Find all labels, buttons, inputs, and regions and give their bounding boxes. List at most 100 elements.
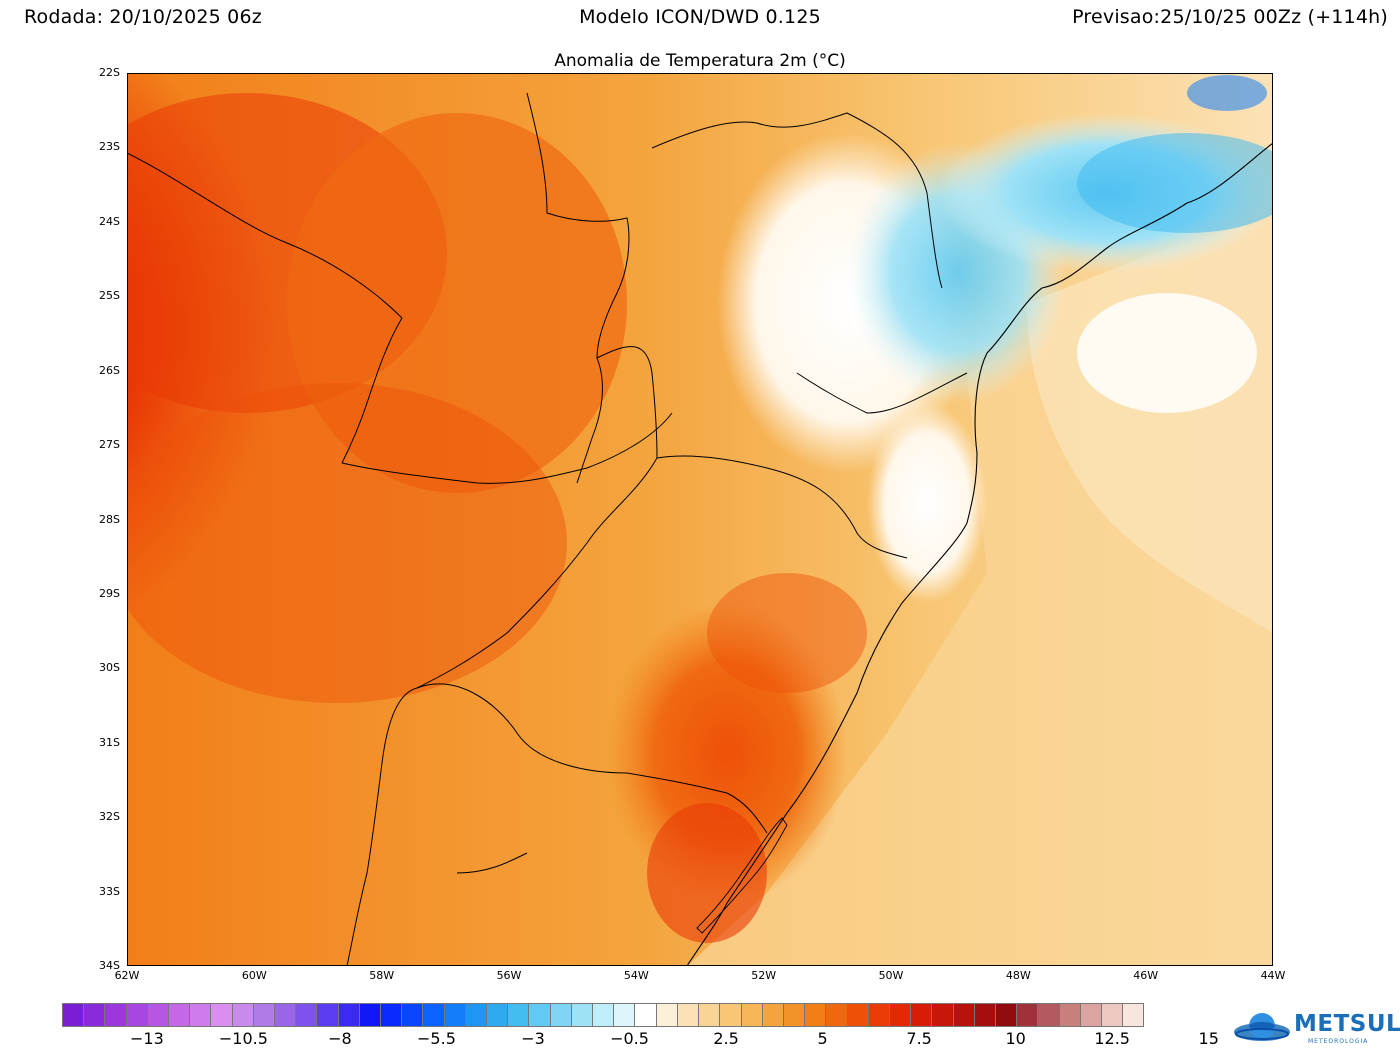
- color-scale-swatch: [84, 1004, 106, 1026]
- color-scale-swatch: [1101, 1004, 1124, 1026]
- color-scale-swatch: [1123, 1004, 1144, 1026]
- color-scale-swatch: [444, 1004, 466, 1026]
- border-santa-catarina-north: [796, 372, 968, 414]
- color-scale-swatch: [465, 1004, 488, 1026]
- logo-text: METSUL: [1294, 1011, 1400, 1037]
- border-paraguay-brazil: [526, 92, 630, 359]
- color-scale-swatch: [593, 1004, 615, 1026]
- longitude-label: 52W: [751, 969, 777, 982]
- latitude-label: 33S: [99, 884, 120, 898]
- warm-anomaly-central-rs: [707, 573, 867, 693]
- coastline: [686, 142, 1273, 966]
- neutral-anomaly-santa-catarina: [867, 403, 987, 603]
- longitude-label: 60W: [241, 969, 267, 982]
- latitude-label: 23S: [99, 140, 120, 154]
- color-scale-label: 5: [817, 1029, 828, 1048]
- color-scale-swatch: [1038, 1004, 1060, 1026]
- lagoa-dos-patos: [696, 817, 788, 934]
- color-scale-swatch: [402, 1004, 424, 1026]
- logo-subtext: METEOROLOGIA: [1308, 1038, 1369, 1045]
- border-uruguay-river: [416, 457, 658, 689]
- latitude-label: 25S: [99, 289, 120, 303]
- latitude-label: 34S: [99, 959, 120, 972]
- longitude-label: 58W: [369, 969, 395, 982]
- color-scale-label: −10.5: [218, 1029, 268, 1048]
- latitude-label: 22S: [99, 66, 120, 79]
- color-scale-swatch: [487, 1004, 509, 1026]
- color-scale-swatch: [656, 1004, 678, 1026]
- lagoon-uruguay: [456, 852, 528, 874]
- color-scale-label: −13: [129, 1029, 164, 1048]
- color-scale-label: −5.5: [417, 1029, 456, 1048]
- color-scale-swatch: [423, 1004, 445, 1026]
- color-scale-swatch: [190, 1004, 212, 1026]
- color-scale-swatch: [953, 1004, 975, 1026]
- color-scale-swatch: [550, 1004, 572, 1026]
- model-label: Modelo ICON/DWD 0.125: [579, 6, 821, 28]
- latitude-label: 30S: [99, 661, 120, 675]
- color-scale-labels: −13 −10.5 −8 −5.5 −3 −0.5 2.5 5 7.5 10 12.5 15: [62, 1029, 1219, 1049]
- color-scale-swatch: [720, 1004, 742, 1026]
- color-scale-swatch: [783, 1004, 806, 1026]
- globe-icon: [1234, 1013, 1290, 1041]
- color-scale-swatch: [995, 1004, 1018, 1026]
- color-scale-swatch: [529, 1004, 551, 1026]
- color-scale-swatch: [805, 1004, 827, 1026]
- coldest-anomaly-core: [1187, 75, 1267, 111]
- border-paraguay-bolivia: [127, 152, 403, 319]
- longitude-label: 56W: [496, 969, 522, 982]
- color-scale-swatch: [868, 1004, 890, 1026]
- color-scale-swatch: [169, 1004, 191, 1026]
- color-scale-swatch: [1017, 1004, 1039, 1026]
- metsul-logo: METSUL METEOROLOGIA: [1232, 1008, 1400, 1048]
- color-scale-swatch: [889, 1004, 912, 1026]
- ocean-neutral-patch: [1077, 293, 1257, 413]
- longitude-label: 48W: [1005, 969, 1031, 982]
- color-scale-swatch: [338, 1004, 360, 1026]
- color-scale-swatch: [911, 1004, 933, 1026]
- border-misiones: [576, 357, 603, 484]
- border-brazil-argentina-north: [596, 346, 658, 459]
- forecast-time-label: Previsao:25/10/25 00Zz (+114h): [1072, 6, 1388, 28]
- color-scale-swatch: [105, 1004, 127, 1026]
- map-title: Anomalia de Temperatura 2m (°C): [554, 51, 846, 71]
- color-scale-swatch: [508, 1004, 530, 1026]
- color-scale-label: 2.5: [713, 1029, 739, 1048]
- color-scale-bar: [62, 1003, 1144, 1027]
- latitude-label: 26S: [99, 363, 120, 377]
- color-scale-swatch: [253, 1004, 276, 1026]
- border-paraguay-south: [341, 412, 673, 484]
- color-scale-label: −3: [521, 1029, 545, 1048]
- warm-anomaly-argentina: [127, 383, 567, 703]
- color-scale-swatch: [147, 1004, 170, 1026]
- color-scale-swatch: [1080, 1004, 1102, 1026]
- color-scale-swatch: [741, 1004, 763, 1026]
- border-argentina-uruguay: [346, 687, 418, 966]
- color-scale-swatch: [635, 1004, 657, 1026]
- color-scale-swatch: [677, 1004, 700, 1026]
- border-parana-santa-catarina: [656, 455, 908, 559]
- run-time-label: Rodada: 20/10/2025 06z: [24, 6, 262, 28]
- color-scale-swatch: [571, 1004, 594, 1026]
- color-scale-label: 15: [1198, 1029, 1219, 1048]
- color-scale-swatch: [699, 1004, 721, 1026]
- color-scale-swatch: [974, 1004, 996, 1026]
- latitude-label: 28S: [99, 512, 120, 526]
- warm-anomaly-south-coast: [647, 803, 767, 943]
- border-brazil-uruguay: [416, 683, 768, 834]
- longitude-label: 50W: [878, 969, 904, 982]
- latitude-label: 32S: [99, 810, 120, 824]
- color-scale-swatch: [614, 1004, 636, 1026]
- warm-anomaly-paraguay: [287, 113, 627, 493]
- cool-anomaly-core: [1077, 133, 1273, 233]
- color-scale-label: −8: [328, 1029, 352, 1048]
- color-scale-swatch: [232, 1004, 254, 1026]
- longitude-label: 44W: [1260, 969, 1286, 982]
- color-scale-swatch: [126, 1004, 148, 1026]
- color-scale-label: 10: [1005, 1029, 1026, 1048]
- color-scale-swatch: [359, 1004, 382, 1026]
- color-scale-swatch: [63, 1004, 85, 1026]
- anomaly-map: [127, 73, 1273, 966]
- color-scale-swatch: [847, 1004, 869, 1026]
- color-scale-swatch: [1059, 1004, 1081, 1026]
